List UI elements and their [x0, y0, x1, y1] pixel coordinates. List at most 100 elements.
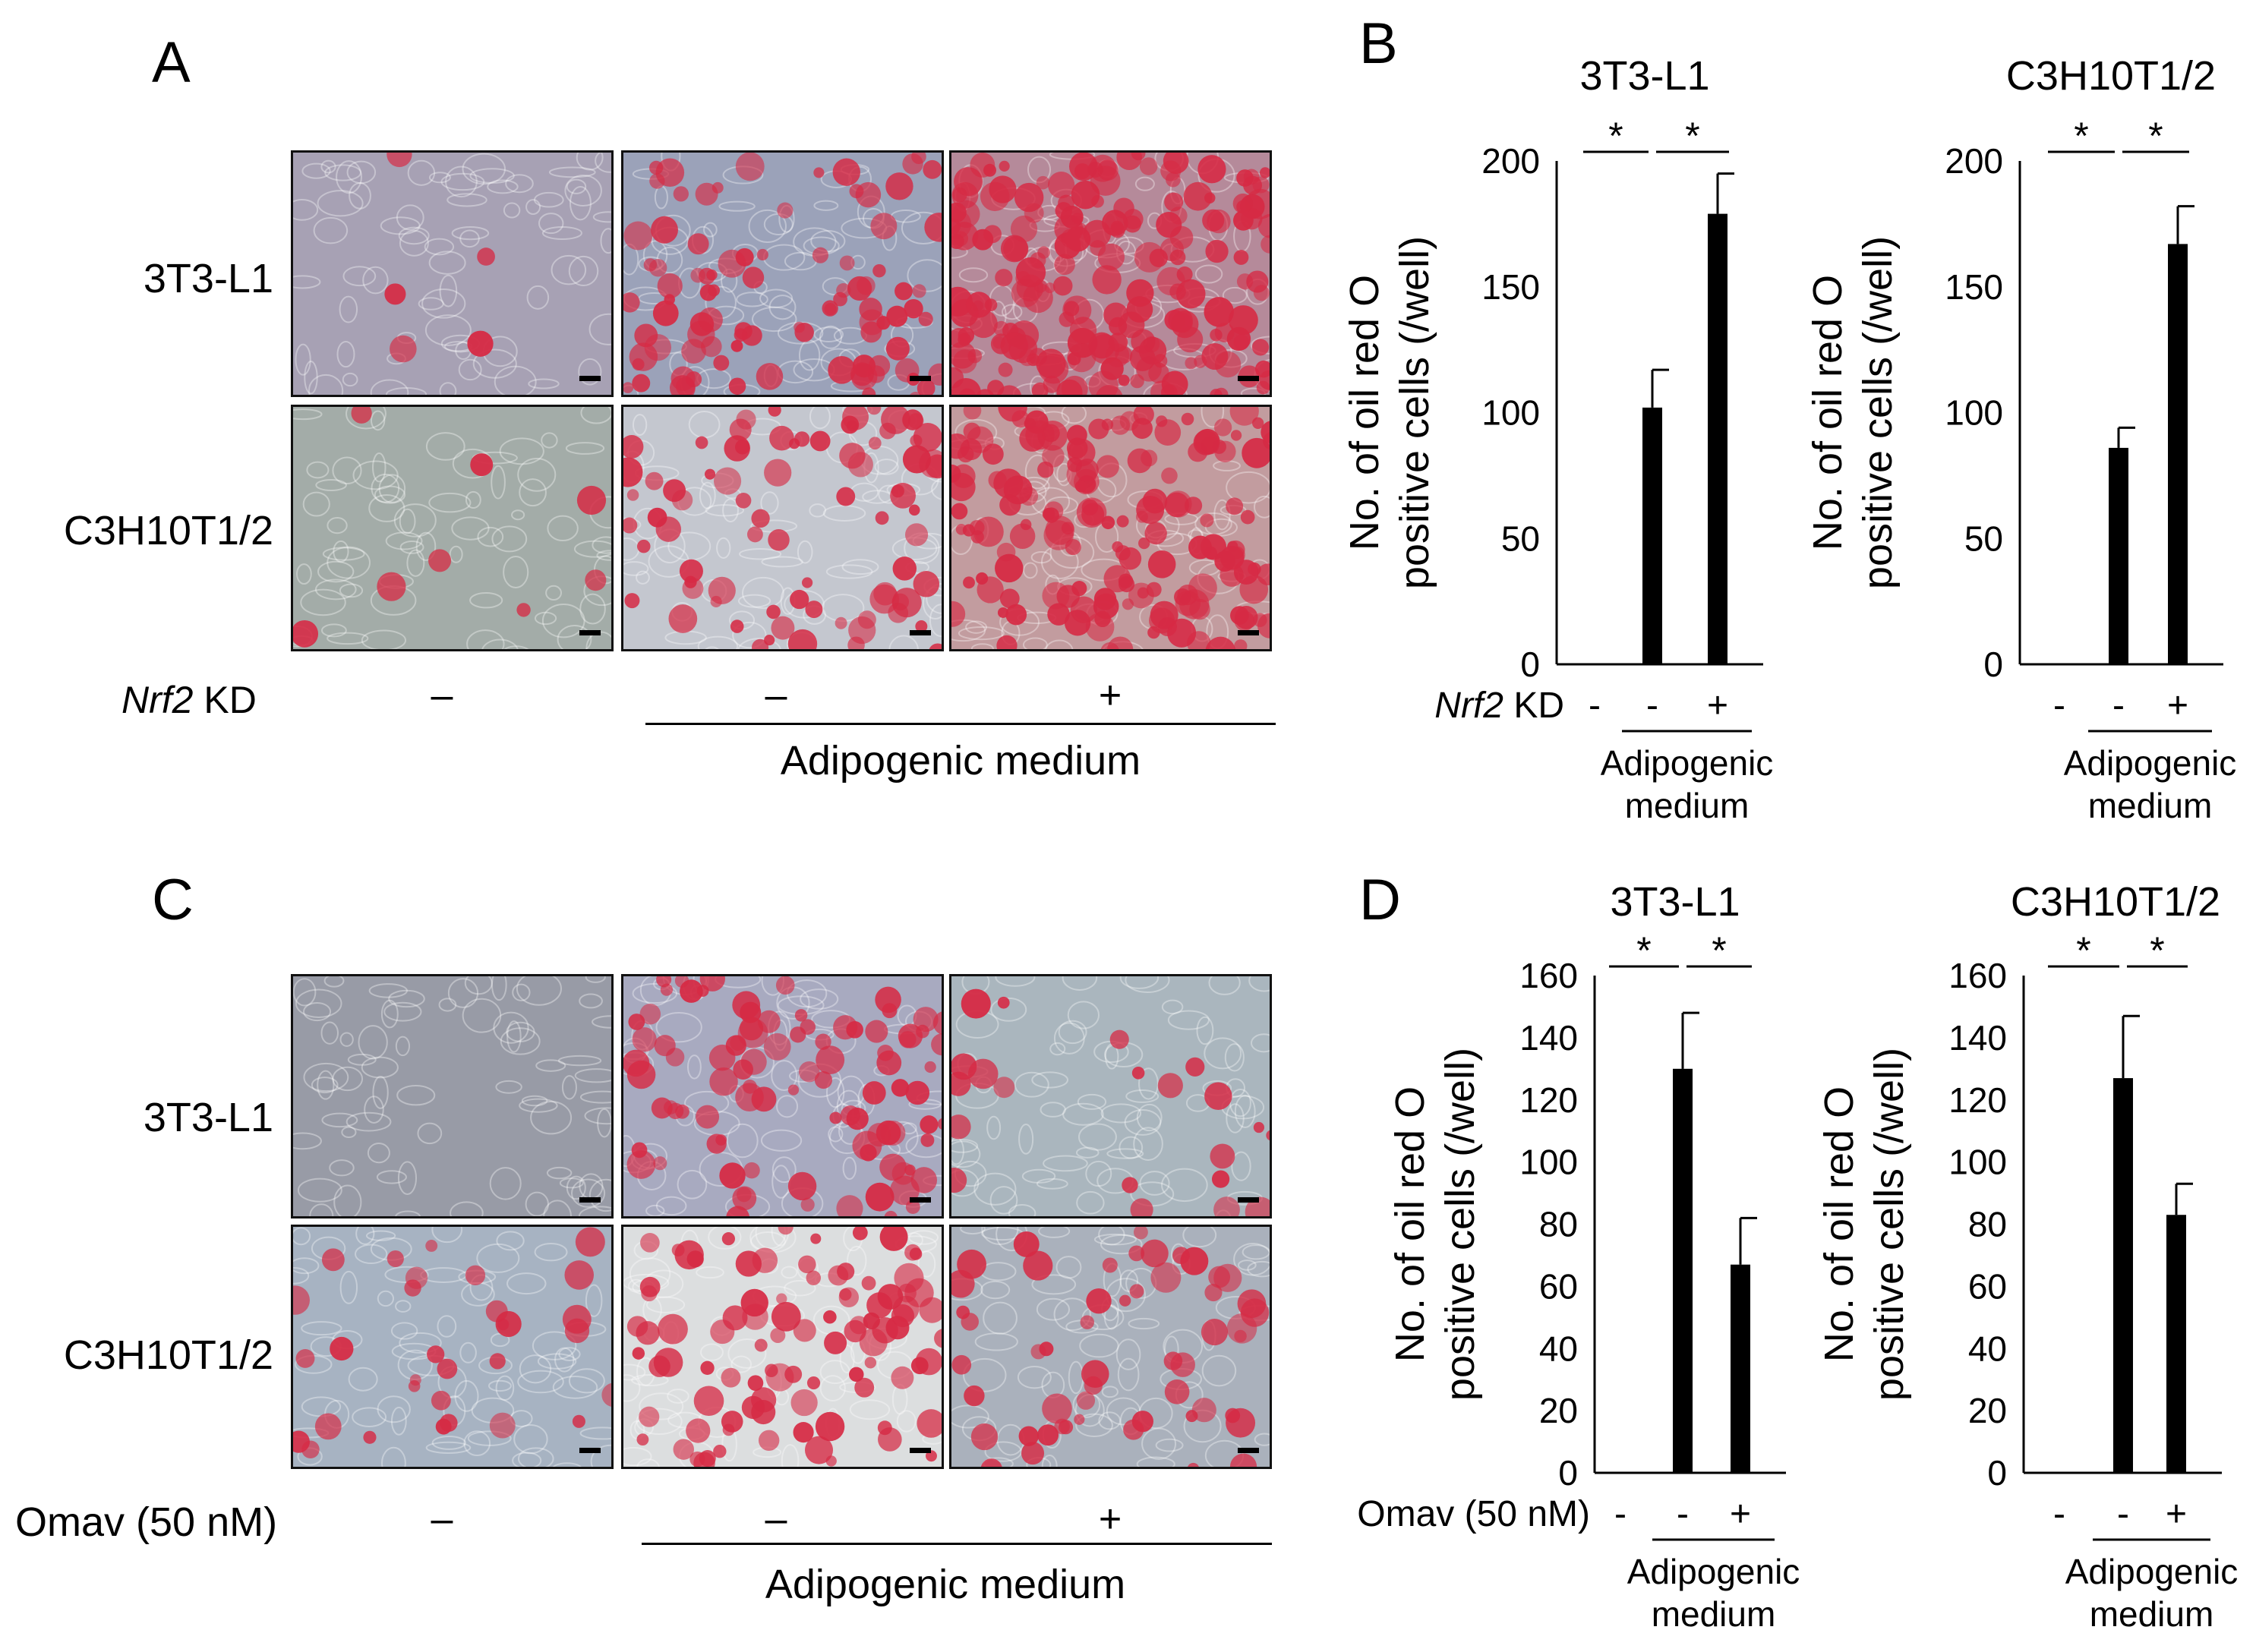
y-tick-label: 20: [1539, 1391, 1578, 1430]
y-tick-label: 100: [1519, 1143, 1578, 1182]
y-axis-label-line1: No. of oil red O: [1387, 1086, 1433, 1362]
y-tick-label: 100: [1948, 1143, 2007, 1182]
row-label-3t3-l1-a: 3T3-L1: [143, 256, 273, 301]
category-label: -: [1614, 1494, 1627, 1534]
y-tick-label: 200: [1481, 141, 1540, 181]
row-label-c3h10t12-a: C3H10T1/2: [63, 508, 273, 553]
scale-bar: [579, 1448, 601, 1453]
y-tick-label: 60: [1968, 1266, 2007, 1306]
micrograph-a-3t3l1-2: [621, 150, 944, 397]
y-tick-label: 100: [1945, 393, 2003, 433]
category-label: -: [1589, 686, 1601, 726]
y-axis-label-line2: positive cells (/well): [1392, 236, 1437, 589]
y-tick-label: 100: [1481, 393, 1540, 433]
panel-letter-a: A: [152, 30, 191, 95]
sign-c-1: –: [431, 1497, 453, 1541]
scale-bar: [910, 630, 931, 635]
bar: [2166, 1215, 2186, 1473]
scale-bar: [579, 1197, 601, 1203]
panel-letter-d: D: [1359, 868, 1401, 932]
significance-star: *: [2150, 929, 2164, 972]
y-tick-label: 120: [1948, 1080, 2007, 1120]
medium-label-line1: Adipogenic: [2064, 743, 2237, 783]
category-label: -: [2053, 1494, 2065, 1534]
micrograph-c-3t3l1-3: [949, 974, 1272, 1219]
condition-label: Omav (50 nM): [1357, 1494, 1590, 1534]
y-tick-label: 50: [1501, 519, 1540, 558]
medium-label-line1: Adipogenic: [1627, 1552, 1800, 1591]
category-label: -: [1677, 1494, 1689, 1534]
sign-a-1: –: [431, 673, 453, 717]
y-tick-label: 200: [1945, 141, 2003, 181]
y-tick-label: 50: [1964, 519, 2003, 558]
chart-title: C3H10T1/2: [2006, 53, 2216, 99]
micrograph-c-3t3l1-1: [291, 974, 614, 1219]
y-tick-label: 0: [1520, 645, 1540, 684]
significance-star: *: [1685, 115, 1699, 157]
y-tick-label: 160: [1948, 956, 2007, 995]
y-tick-label: 60: [1539, 1266, 1578, 1306]
medium-label-line2: medium: [2090, 1594, 2214, 1634]
condition-label-nrf2-kd-a: Nrf2 KD: [121, 679, 257, 721]
y-tick-label: 80: [1539, 1205, 1578, 1244]
medium-label-a: Adipogenic medium: [780, 738, 1141, 783]
y-tick-label: 150: [1481, 267, 1540, 307]
condition-label: Nrf2 KD: [1434, 686, 1564, 726]
sign-a-2: –: [765, 673, 787, 717]
significance-star: *: [2148, 115, 2163, 157]
y-axis-label-line2: positive cells (/well): [1437, 1048, 1483, 1401]
y-tick-label: 0: [1558, 1453, 1578, 1493]
y-tick-label: 150: [1945, 267, 2003, 307]
micrograph-a-c3h10t12-2: [621, 405, 944, 651]
scale-bar: [579, 630, 601, 635]
scale-bar: [1238, 1448, 1259, 1453]
condition-label-omav-c: Omav (50 nM): [15, 1499, 278, 1545]
y-tick-label: 120: [1519, 1080, 1578, 1120]
medium-label-c: Adipogenic medium: [765, 1562, 1126, 1607]
medium-label-line1: Adipogenic: [2065, 1552, 2239, 1591]
y-tick-label: 40: [1539, 1329, 1578, 1368]
category-label: -: [2117, 1494, 2129, 1534]
bar: [1731, 1264, 1750, 1473]
y-tick-label: 140: [1519, 1018, 1578, 1058]
significance-star: *: [1608, 115, 1623, 157]
sign-c-3: +: [1098, 1497, 1122, 1541]
scale-bar: [1238, 1197, 1259, 1203]
significance-star: *: [1712, 929, 1726, 972]
panel-letter-b: B: [1359, 11, 1398, 76]
category-label: -: [2112, 686, 2125, 726]
medium-label-line1: Adipogenic: [1601, 743, 1774, 783]
chart-title: 3T3-L1: [1579, 53, 1709, 99]
medium-bracket-a: [645, 723, 1276, 725]
sign-c-2: –: [765, 1497, 787, 1541]
y-tick-label: 160: [1519, 956, 1578, 995]
scale-bar: [1238, 376, 1259, 381]
category-label: +: [1730, 1494, 1751, 1534]
category-label: -: [2053, 686, 2065, 726]
category-label: +: [2166, 1494, 2187, 1534]
y-axis-label-line2: positive cells (/well): [1855, 236, 1901, 589]
medium-bracket-c: [642, 1543, 1272, 1545]
sign-a-3: +: [1098, 673, 1122, 717]
y-axis-label-line2: positive cells (/well): [1866, 1048, 1912, 1401]
y-axis-label-line1: No. of oil red O: [1816, 1086, 1862, 1362]
y-tick-label: 20: [1968, 1391, 2007, 1430]
significance-star: *: [2076, 929, 2090, 972]
y-axis-label-line1: No. of oil red O: [1342, 275, 1387, 550]
scale-bar: [910, 1448, 931, 1453]
medium-label-line2: medium: [1652, 1594, 1776, 1634]
chart-title: C3H10T1/2: [2011, 879, 2220, 925]
bar: [1642, 407, 1662, 664]
y-tick-label: 80: [1968, 1205, 2007, 1244]
bar: [2109, 447, 2128, 664]
y-tick-label: 40: [1968, 1329, 2007, 1368]
medium-label-line2: medium: [1625, 786, 1750, 825]
medium-label-line2: medium: [2088, 786, 2213, 825]
row-label-3t3-l1-c: 3T3-L1: [143, 1095, 273, 1140]
row-label-c3h10t12-c: C3H10T1/2: [63, 1332, 273, 1378]
scale-bar: [910, 1197, 931, 1203]
micrograph-a-c3h10t12-1: [291, 405, 614, 651]
bar: [2113, 1078, 2133, 1473]
scale-bar: [1238, 630, 1259, 635]
